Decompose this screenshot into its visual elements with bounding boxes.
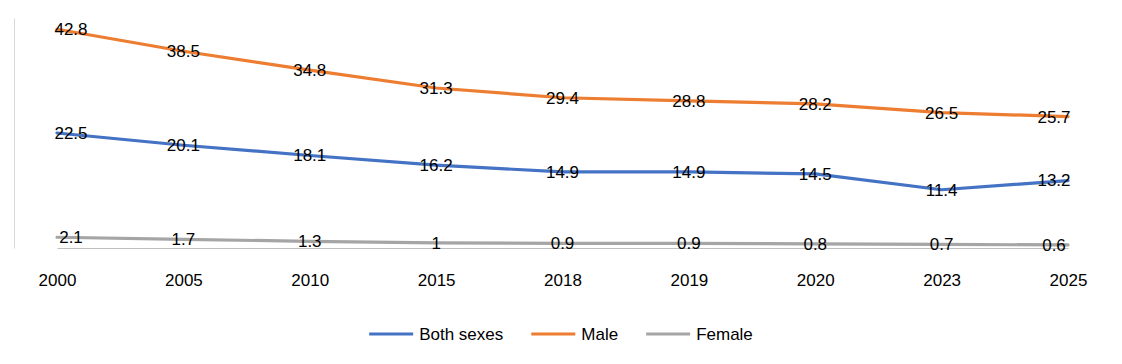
legend-swatch: [531, 332, 575, 335]
x-tick-label: 2020: [797, 271, 835, 290]
legend-item: Both sexes: [369, 325, 503, 344]
data-label: 14.9: [546, 163, 579, 182]
data-label: 1: [431, 234, 440, 253]
x-tick: 2025: [1050, 271, 1088, 290]
plot-area: [57, 29, 1068, 245]
data-label: 29.4: [546, 89, 579, 108]
data-label: 28.8: [672, 92, 705, 111]
x-tick: 2018: [544, 271, 582, 290]
x-tick-label: 2010: [291, 271, 329, 290]
data-label: 26.5: [925, 104, 958, 123]
data-label: 0.9: [677, 234, 701, 253]
legend-label: Both sexes: [419, 325, 503, 344]
data-label: 0.6: [1042, 236, 1066, 255]
data-label: 1.3: [298, 232, 322, 251]
data-label: 31.3: [420, 79, 453, 98]
x-tick: 2000: [39, 271, 77, 290]
data-label: 14.9: [672, 163, 705, 182]
x-tick: 2005: [165, 271, 203, 290]
x-tick: 2015: [418, 271, 456, 290]
legend: Both sexes Male Female: [369, 325, 753, 344]
data-label: 22.5: [54, 124, 87, 143]
data-label: 28.2: [799, 95, 832, 114]
data-label: 25.7: [1037, 108, 1070, 127]
x-tick-label: 2018: [544, 271, 582, 290]
data-label: 0.9: [551, 234, 575, 253]
data-label: 16.2: [420, 156, 453, 175]
data-label: 20.1: [167, 136, 200, 155]
x-tick-label: 2023: [923, 271, 961, 290]
chart: 2000 2005 2010 2015 2018 2019 2020 2023 2025 22.5…: [0, 0, 1122, 364]
data-label: 2.1: [59, 228, 83, 247]
y-axis-line: [14, 19, 15, 249]
y-axis: [14, 19, 15, 249]
data-label: 14.5: [799, 165, 832, 184]
data-label: 0.7: [930, 235, 954, 254]
data-label: 11.4: [926, 181, 958, 200]
legend-swatch: [646, 332, 690, 335]
x-axis: 2000 2005 2010 2015 2018 2019 2020 2023 2025: [39, 249, 1088, 291]
data-label: 0.8: [803, 235, 827, 254]
data-label: 13.2: [1037, 171, 1070, 190]
legend-item: Female: [646, 325, 753, 344]
x-tick: 2023: [923, 271, 961, 290]
data-labels: 22.5 20.1 18.1 16.2 14.9 14.9 14.5 11.4 13.2 42.8…: [54, 20, 1070, 255]
x-tick: 2010: [291, 271, 329, 290]
x-tick-label: 2025: [1050, 271, 1088, 290]
data-label: 42.8: [54, 20, 87, 39]
legend-label: Female: [696, 325, 753, 344]
x-tick-label: 2005: [165, 271, 203, 290]
data-label: 1.7: [172, 230, 196, 249]
series-line: [57, 133, 1068, 190]
x-tick: 2019: [670, 271, 708, 290]
x-tick-label: 2015: [418, 271, 456, 290]
legend-swatch: [369, 332, 413, 335]
data-label: 38.5: [167, 42, 200, 61]
x-tick-label: 2000: [39, 271, 77, 290]
legend-item: Male: [531, 325, 618, 344]
legend-label: Male: [581, 325, 618, 344]
x-tick: 2020: [797, 271, 835, 290]
data-label: 34.8: [293, 61, 326, 80]
x-tick-label: 2019: [670, 271, 708, 290]
series-line: [57, 29, 1068, 116]
data-label: 18.1: [293, 146, 326, 165]
